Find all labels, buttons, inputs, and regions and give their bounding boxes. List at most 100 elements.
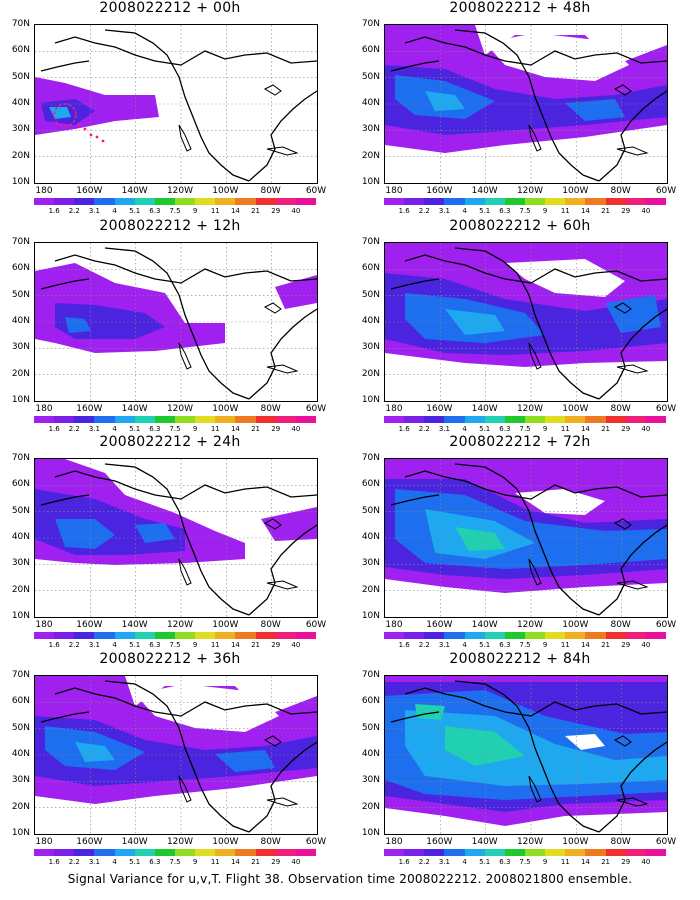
colorbar-tick-label: 9 [192, 425, 198, 433]
colorbar-swatch [565, 198, 586, 205]
colorbar-swatch [464, 849, 485, 856]
colorbar-tick-label: 29 [621, 425, 631, 433]
longitude-label: 140W [121, 837, 148, 847]
colorbar-tick-label: 2.2 [68, 207, 80, 215]
colorbar-tick-label: 11 [210, 207, 220, 215]
variance-contour [565, 99, 625, 121]
longitude-label: 140W [471, 404, 498, 414]
longitude-label: 60W [655, 186, 677, 196]
panel-title: 2008022212 + 12h [99, 218, 241, 234]
colorbar-tick-label: 7.5 [169, 641, 181, 649]
colorbar-labels: 1.6 2.2 3.1 4 5.1 6.3 7.5 9 11 14 21 29 40 [34, 207, 316, 216]
coastline [104, 247, 250, 400]
colorbar-swatch [545, 849, 566, 856]
colorbar-tick-label: 6.3 [149, 641, 161, 649]
colorbar-tick-label: 21 [601, 858, 611, 866]
colorbar [384, 198, 666, 205]
panel-title: 2008022212 + 84h [449, 651, 591, 667]
coastline [248, 308, 317, 400]
variance-contour [415, 704, 445, 720]
colorbar-tick-label: 7.5 [519, 207, 531, 215]
latitude-label: 20N [361, 368, 380, 379]
colorbar-tick-label: 11 [560, 858, 570, 866]
colorbar-tick-label: 6.3 [499, 641, 511, 649]
coastline [54, 687, 317, 717]
colorbar-swatch [625, 198, 646, 205]
colorbar-swatch [94, 632, 115, 639]
variance-field-map [35, 459, 317, 617]
colorbar-tick-label: 14 [230, 641, 240, 649]
variance-contour [445, 309, 505, 335]
colorbar-tick-label: 40 [641, 858, 651, 866]
colorbar-tick-label: 3.1 [88, 858, 100, 866]
colorbar-swatch [645, 416, 666, 423]
longitude-label: 120W [516, 404, 544, 414]
coastline [454, 463, 600, 616]
latitude-label: 30N [11, 775, 30, 786]
colorbar-swatch [565, 849, 586, 856]
coastline [390, 711, 440, 723]
map-plot-area [34, 458, 318, 618]
colorbar-tick-label: 5.1 [479, 207, 491, 215]
latitude-label: 40N [11, 749, 30, 759]
longitude-label: 140W [121, 620, 148, 630]
flight-track-point [77, 123, 81, 127]
longitude-label: 120W [516, 620, 544, 630]
longitude-label: 60W [305, 404, 327, 414]
coastline [248, 524, 317, 616]
colorbar-tick-label: 4 [462, 641, 467, 649]
latitude-label: 30N [11, 558, 30, 569]
latitude-label: 40N [11, 532, 30, 542]
longitude-label: 100W [212, 620, 239, 630]
latitude-label: 20N [11, 368, 30, 379]
latitude-label: 50N [11, 71, 30, 82]
latitude-label: 20N [11, 150, 30, 161]
colorbar-swatch [275, 849, 296, 856]
colorbar-tick-label: 21 [601, 425, 611, 433]
longitude-label: 80W [610, 186, 631, 196]
colorbar-tick-label: 4 [112, 425, 117, 433]
longitude-label: 80W [610, 404, 631, 414]
colorbar-tick-label: 14 [230, 207, 240, 215]
colorbar-swatch [504, 416, 525, 423]
colorbar-swatch [424, 632, 445, 639]
colorbar-swatch [404, 632, 425, 639]
variance-contour [49, 107, 71, 119]
variance-contour [445, 726, 525, 766]
colorbar-tick-label: 2.2 [418, 207, 430, 215]
panel-title: 2008022212 + 24h [99, 434, 241, 450]
longitude-label: 60W [305, 186, 327, 196]
longitude-label: 160W [76, 837, 103, 847]
colorbar-tick-label: 1.6 [398, 858, 410, 866]
colorbar-tick-label: 11 [210, 425, 220, 433]
colorbar-tick-label: 4 [462, 858, 467, 866]
colorbar-swatch [235, 416, 256, 423]
map-panel: 2008022212 + 36h 70N 60N 50N 40N 30N 20N 10N 180… [0, 651, 340, 867]
colorbar-swatch [625, 632, 646, 639]
map-panel: 2008022212 + 60h 70N 60N 50N 40N 30N 20N 10N 180… [350, 218, 690, 434]
variance-contour [55, 519, 115, 549]
colorbar-tick-label: 11 [560, 207, 570, 215]
colorbar-tick-label: 7.5 [519, 858, 531, 866]
longitude-label: 80W [260, 837, 281, 847]
longitude-label: 100W [212, 186, 239, 196]
coastline [454, 29, 600, 182]
colorbar-swatch [154, 416, 175, 423]
colorbar-tick-label: 14 [580, 425, 590, 433]
map-plot-area [384, 242, 668, 402]
latitude-label: 70N [361, 237, 380, 247]
colorbar-swatch [134, 416, 155, 423]
map-panel: 2008022212 + 24h 70N 60N 50N 40N 30N 20N 10N 180… [0, 434, 340, 650]
colorbar-tick-label: 9 [542, 425, 548, 433]
coastline [40, 494, 90, 506]
colorbar-swatch [444, 849, 465, 856]
coastline-feature [616, 580, 649, 590]
colorbar-swatch [484, 198, 505, 205]
panel-title: 2008022212 + 00h [99, 0, 241, 16]
latitude-label: 40N [361, 749, 380, 759]
colorbar-tick-label: 4 [462, 425, 467, 433]
colorbar-swatch [464, 632, 485, 639]
coastline [404, 36, 667, 66]
longitude-label: 140W [471, 620, 498, 630]
latitude-label: 40N [11, 316, 30, 326]
